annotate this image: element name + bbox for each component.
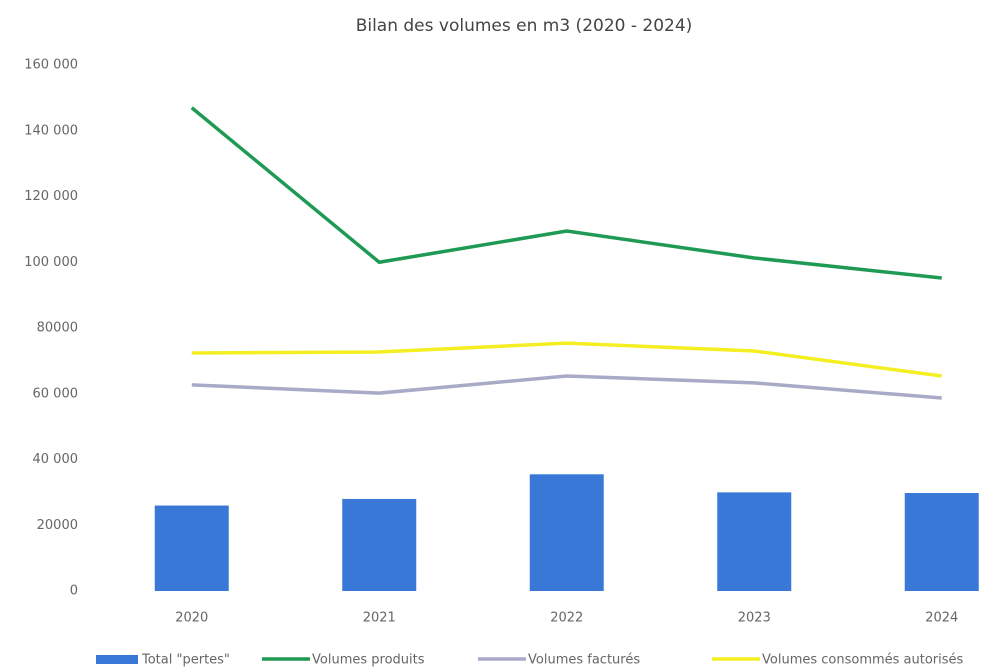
legend-label: Volumes facturés	[528, 653, 640, 668]
y-tick-label: 100 000	[24, 255, 78, 270]
y-tick-label: 20000	[37, 518, 78, 533]
y-tick-label: 0	[70, 584, 78, 599]
y-tick-label: 60 000	[33, 386, 79, 401]
bar	[529, 474, 604, 591]
x-tick-label: 2020	[175, 611, 208, 626]
bar	[154, 505, 229, 591]
y-tick-label: 160 000	[24, 58, 78, 73]
x-tick-label: 2024	[925, 611, 958, 626]
x-tick-label: 2022	[550, 611, 583, 626]
legend-swatch	[96, 655, 138, 664]
legend-label: Volumes produits	[312, 653, 425, 668]
line	[191, 374, 942, 400]
y-tick-label: 120 000	[24, 189, 78, 204]
legend-label: Volumes consommés autorisés	[762, 653, 964, 668]
x-tick-label: 2023	[738, 611, 771, 626]
bar	[342, 498, 417, 591]
x-tick-label: 2021	[363, 611, 396, 626]
line	[191, 341, 942, 378]
legend-label: Total "pertes"	[141, 653, 230, 668]
chart-title: Bilan des volumes en m3 (2020 - 2024)	[356, 16, 693, 36]
y-tick-label: 40 000	[33, 452, 79, 467]
y-tick-label: 80000	[37, 321, 78, 336]
bar	[717, 492, 792, 591]
y-tick-label: 140 000	[24, 123, 78, 138]
line	[190, 106, 942, 280]
bar	[904, 493, 979, 591]
